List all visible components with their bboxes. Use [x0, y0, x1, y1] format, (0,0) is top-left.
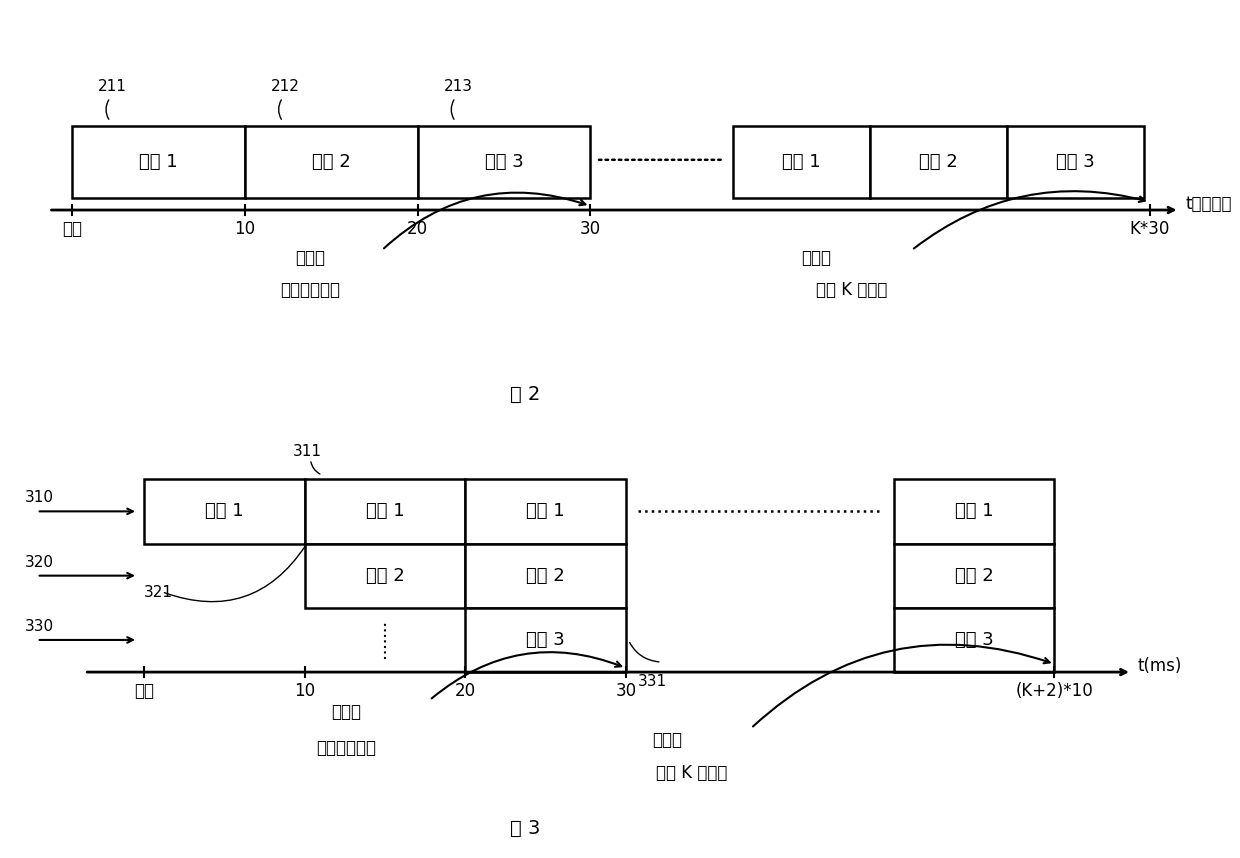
Bar — [894, 543, 1054, 607]
Bar — [1007, 125, 1143, 198]
Text: 阶段 1: 阶段 1 — [526, 503, 565, 520]
Bar — [246, 125, 418, 198]
Text: 在第 K 次试验: 在第 K 次试验 — [656, 764, 727, 782]
Text: 212: 212 — [270, 78, 300, 94]
Text: 在第 K 次试验: 在第 K 次试验 — [816, 281, 888, 299]
Bar — [870, 125, 1007, 198]
Text: 阶段 2: 阶段 2 — [312, 153, 351, 171]
Text: 阶段 2: 阶段 2 — [526, 566, 565, 584]
Text: 错误：: 错误： — [331, 704, 361, 722]
Bar — [465, 543, 626, 607]
Text: 20: 20 — [455, 682, 476, 700]
Text: 成功：: 成功： — [801, 249, 831, 267]
Text: 图 2: 图 2 — [510, 385, 539, 404]
Text: 321: 321 — [144, 585, 172, 600]
Bar — [305, 480, 465, 543]
Text: 阶段 3: 阶段 3 — [955, 631, 993, 649]
Bar — [894, 607, 1054, 672]
Text: 10: 10 — [234, 220, 255, 238]
Text: 阶段 1: 阶段 1 — [205, 503, 243, 520]
Bar — [465, 607, 626, 672]
Text: 311: 311 — [293, 444, 321, 459]
Text: 在第一次试验: 在第一次试验 — [280, 281, 341, 299]
Text: 阶段 2: 阶段 2 — [955, 566, 993, 584]
Text: 211: 211 — [98, 78, 128, 94]
Bar — [733, 125, 870, 198]
Text: 阶段 3: 阶段 3 — [485, 153, 523, 171]
Text: 330: 330 — [25, 619, 53, 634]
Text: 20: 20 — [407, 220, 428, 238]
Text: 阶段 3: 阶段 3 — [1056, 153, 1095, 171]
Text: 30: 30 — [579, 220, 601, 238]
Text: 开始: 开始 — [134, 682, 154, 700]
Text: 在第一次试验: 在第一次试验 — [316, 740, 376, 758]
Text: 331: 331 — [637, 674, 667, 689]
Text: 阶段 2: 阶段 2 — [919, 153, 957, 171]
Bar — [465, 480, 626, 543]
Bar — [72, 125, 246, 198]
Text: 阶段 3: 阶段 3 — [526, 631, 565, 649]
Text: 阶段 1: 阶段 1 — [782, 153, 821, 171]
Text: 阶段 1: 阶段 1 — [139, 153, 179, 171]
Bar — [305, 543, 465, 607]
Text: 30: 30 — [615, 682, 636, 700]
Text: K*30: K*30 — [1130, 220, 1169, 238]
Text: 213: 213 — [444, 78, 472, 94]
Text: t（毫秒）: t（毫秒） — [1185, 195, 1233, 213]
Text: 成功：: 成功： — [652, 731, 682, 749]
Text: 阶段 2: 阶段 2 — [366, 566, 404, 584]
Text: 10: 10 — [294, 682, 315, 700]
Text: 开始: 开始 — [62, 220, 82, 238]
Text: 320: 320 — [25, 554, 53, 570]
Text: 310: 310 — [25, 490, 53, 505]
Bar — [894, 480, 1054, 543]
Bar — [144, 480, 305, 543]
Bar — [418, 125, 590, 198]
Text: 图 3: 图 3 — [510, 819, 539, 838]
Text: 阶段 1: 阶段 1 — [955, 503, 993, 520]
Text: t(ms): t(ms) — [1138, 657, 1182, 675]
Text: 阶段 1: 阶段 1 — [366, 503, 404, 520]
Text: 错误：: 错误： — [295, 249, 325, 267]
Text: (K+2)*10: (K+2)*10 — [1016, 682, 1094, 700]
